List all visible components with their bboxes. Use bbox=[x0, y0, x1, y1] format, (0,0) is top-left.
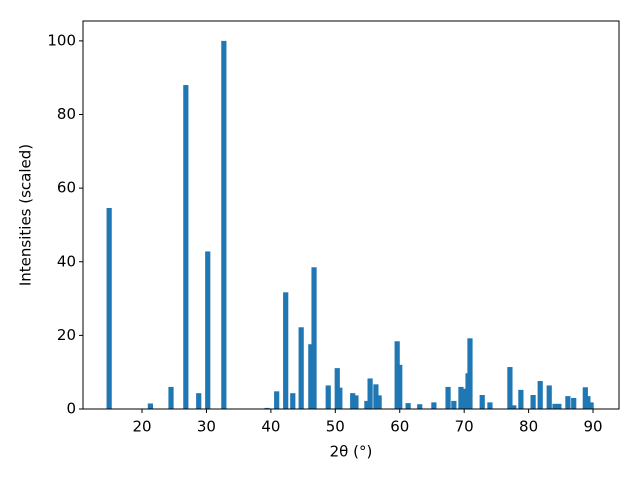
bar bbox=[487, 402, 493, 409]
bar bbox=[530, 395, 536, 409]
x-axis-label: 2θ (°) bbox=[330, 443, 373, 461]
bar bbox=[417, 404, 423, 409]
bar bbox=[537, 381, 543, 409]
bar bbox=[283, 292, 289, 409]
bar bbox=[147, 403, 153, 409]
bar bbox=[337, 387, 343, 409]
x-tick-label: 90 bbox=[583, 418, 602, 436]
bar bbox=[588, 402, 594, 409]
bar bbox=[467, 338, 473, 409]
bar bbox=[373, 384, 379, 409]
bar bbox=[511, 405, 517, 409]
bar bbox=[221, 40, 227, 409]
plot-frame bbox=[82, 20, 620, 410]
y-tick-label: 60 bbox=[57, 179, 76, 197]
bar bbox=[479, 395, 485, 409]
x-tick-label: 40 bbox=[261, 418, 280, 436]
bar bbox=[298, 327, 304, 409]
bar bbox=[196, 393, 202, 409]
bar bbox=[183, 85, 189, 409]
y-tick-label: 80 bbox=[57, 105, 76, 123]
bar bbox=[168, 386, 174, 409]
bar bbox=[353, 395, 359, 409]
bar bbox=[308, 344, 314, 409]
y-tick-label: 100 bbox=[47, 31, 76, 49]
bar bbox=[274, 391, 280, 409]
bar bbox=[518, 389, 524, 409]
x-tick-label: 70 bbox=[455, 418, 474, 436]
x-tick-label: 30 bbox=[197, 418, 216, 436]
bar bbox=[445, 386, 451, 409]
y-tick-label: 0 bbox=[66, 400, 76, 418]
bar bbox=[552, 403, 558, 409]
bar bbox=[397, 364, 403, 409]
bar bbox=[451, 400, 457, 409]
bar bbox=[565, 396, 571, 409]
x-tick-label: 60 bbox=[390, 418, 409, 436]
bar bbox=[571, 397, 577, 409]
bar bbox=[106, 208, 112, 409]
bar bbox=[364, 400, 370, 409]
x-tick-label: 20 bbox=[132, 418, 151, 436]
bar bbox=[405, 403, 411, 409]
bar bbox=[507, 367, 513, 409]
bar bbox=[350, 393, 356, 409]
bar bbox=[205, 251, 211, 409]
x-tick-label: 80 bbox=[519, 418, 538, 436]
bar bbox=[290, 393, 296, 409]
x-tick-label: 50 bbox=[326, 418, 345, 436]
y-axis-label: Intensities (scaled) bbox=[17, 144, 35, 286]
y-tick-label: 40 bbox=[57, 252, 76, 270]
bar bbox=[546, 385, 552, 409]
bar bbox=[431, 402, 437, 409]
bar bbox=[264, 407, 270, 409]
bar bbox=[367, 378, 373, 409]
bar bbox=[311, 267, 317, 409]
bar bbox=[325, 385, 331, 409]
bar bbox=[376, 395, 382, 409]
bar bbox=[585, 396, 591, 409]
bar bbox=[556, 403, 562, 409]
bar bbox=[458, 386, 464, 409]
y-tick-label: 20 bbox=[57, 326, 76, 344]
